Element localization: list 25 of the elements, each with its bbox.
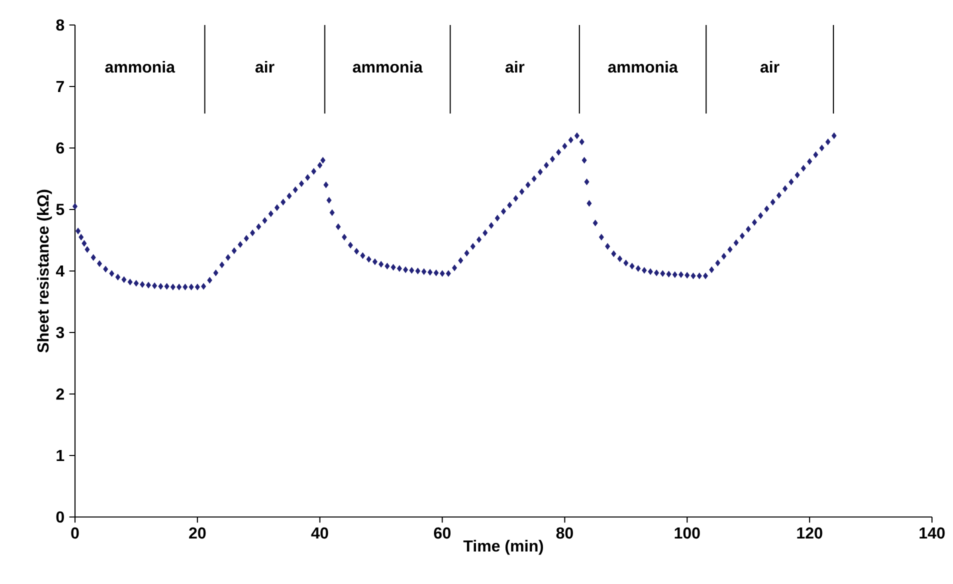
y-tick-label: 6 (56, 142, 64, 154)
annotation: air (506, 60, 524, 73)
annotation: ammonia (105, 60, 176, 73)
x-tick-label: 120 (797, 527, 822, 539)
x-tick-label: 0 (71, 527, 79, 539)
y-tick-label: 3 (56, 326, 64, 338)
x-tick-label: 140 (920, 527, 945, 539)
y-tick-label: 2 (56, 388, 64, 400)
annotation: ammonia (352, 60, 423, 73)
y-tick-label: 4 (56, 265, 65, 276)
x-tick-label: 60 (434, 527, 451, 539)
y-axis-title: Sheet resistance (kΩ) (36, 190, 52, 353)
x-axis-title: Time (min) (463, 540, 544, 555)
y-tick-label: 5 (56, 204, 64, 216)
x-tick-label: 80 (556, 527, 573, 539)
y-tick-label: 8 (56, 19, 64, 31)
y-tick-label: 7 (56, 81, 64, 92)
annotation: air (255, 60, 274, 73)
y-tick-label: 0 (56, 511, 64, 523)
x-tick-label: 20 (189, 527, 206, 539)
y-tick-label: 1 (56, 450, 64, 461)
annotation: air (760, 60, 780, 73)
x-tick-label: 40 (311, 527, 328, 539)
x-tick-label: 100 (674, 527, 700, 539)
annotation: ammonia (608, 60, 678, 73)
